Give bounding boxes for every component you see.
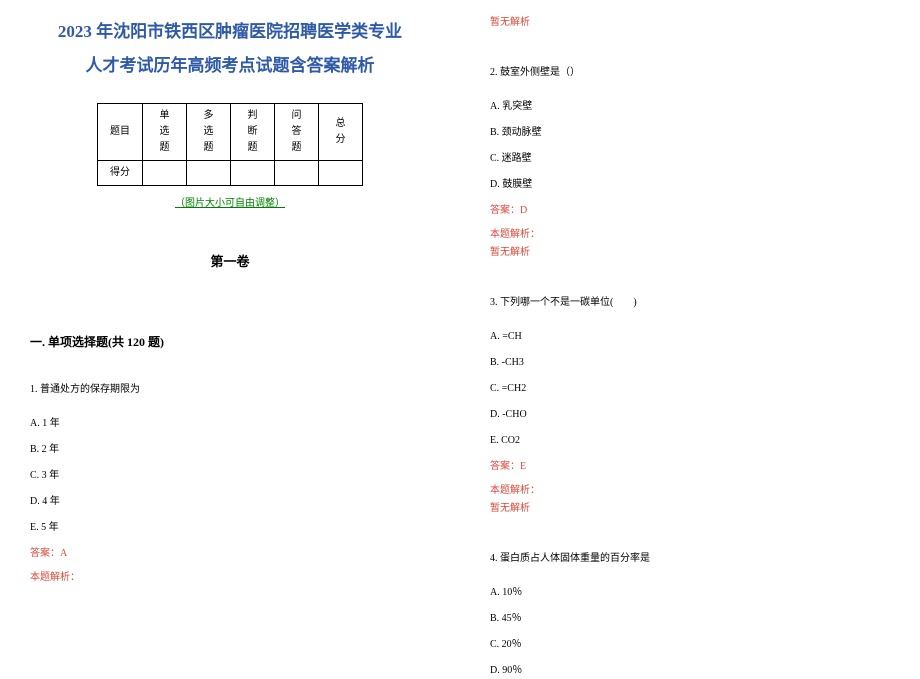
q1-answer: 答案：A — [30, 546, 430, 562]
th-total: 总分 — [319, 104, 363, 161]
q2-stem: 2. 鼓室外侧壁是（） — [490, 65, 890, 81]
th-multi: 多选题 — [187, 104, 231, 161]
q3-opt-d: D. -CHO — [490, 407, 890, 423]
q4-opt-a: A. 10％ — [490, 585, 890, 601]
q1-opt-e: E. 5 年 — [30, 520, 430, 536]
q4-opt-d: D. 90％ — [490, 663, 890, 679]
q2-opt-c: C. 迷路壁 — [490, 151, 890, 167]
q3-answer: 答案：E — [490, 459, 890, 475]
image-resize-note: （图片大小可自由调整） — [30, 196, 430, 212]
title-line1: 2023 年沈阳市铁西区肿瘤医院招聘医学类专业 — [30, 15, 430, 49]
td-empty — [143, 161, 187, 186]
q2-analysis-body: 暂无解析 — [490, 245, 890, 261]
q1-stem: 1. 普通处方的保存期限为 — [30, 382, 430, 398]
th-judge: 判断题 — [231, 104, 275, 161]
td-empty — [319, 161, 363, 186]
volume-heading: 第一卷 — [30, 252, 430, 273]
q3-opt-b: B. -CH3 — [490, 355, 890, 371]
q1-opt-c: C. 3 年 — [30, 468, 430, 484]
q1-opt-a: A. 1 年 — [30, 416, 430, 432]
q2-opt-b: B. 颈动脉壁 — [490, 125, 890, 141]
q2-opt-a: A. 乳突壁 — [490, 99, 890, 115]
q2-analysis-head: 本题解析： — [490, 227, 890, 243]
q1-analysis-head: 本题解析： — [30, 570, 430, 586]
q2-answer: 答案：D — [490, 203, 890, 219]
td-empty — [275, 161, 319, 186]
q4-opt-b: B. 45％ — [490, 611, 890, 627]
th-single: 单选题 — [143, 104, 187, 161]
q2-opt-d: D. 鼓膜壁 — [490, 177, 890, 193]
q3-analysis-head: 本题解析： — [490, 483, 890, 499]
th-topic: 题目 — [98, 104, 143, 161]
q4-stem: 4. 蛋白质占人体固体重量的百分率是 — [490, 551, 890, 567]
section-heading: 一. 单项选择题(共 120 题) — [30, 333, 430, 352]
q3-opt-e: E. CO2 — [490, 433, 890, 449]
q1-opt-b: B. 2 年 — [30, 442, 430, 458]
td-empty — [187, 161, 231, 186]
td-score: 得分 — [98, 161, 143, 186]
q1-opt-d: D. 4 年 — [30, 494, 430, 510]
q3-opt-c: C. =CH2 — [490, 381, 890, 397]
exam-title: 2023 年沈阳市铁西区肿瘤医院招聘医学类专业 人才考试历年高频考点试题含答案解… — [30, 15, 430, 83]
title-line2: 人才考试历年高频考点试题含答案解析 — [30, 49, 430, 83]
q3-stem: 3. 下列哪一个不是一碳单位( ) — [490, 295, 890, 311]
th-qa: 问答题 — [275, 104, 319, 161]
q3-opt-a: A. =CH — [490, 329, 890, 345]
td-empty — [231, 161, 275, 186]
score-table: 题目 单选题 多选题 判断题 问答题 总分 得分 — [97, 103, 363, 186]
q3-analysis-body: 暂无解析 — [490, 501, 890, 517]
prev-analysis-body: 暂无解析 — [490, 15, 890, 31]
